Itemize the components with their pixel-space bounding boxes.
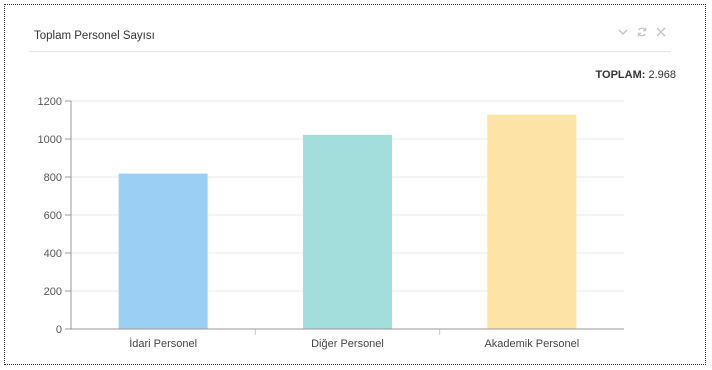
y-tick-label: 200 <box>44 286 62 298</box>
bars <box>118 114 577 330</box>
panel-title: Toplam Personel Sayısı <box>34 30 155 42</box>
x-tick-label: Diğer Personel <box>311 338 384 350</box>
y-tick-label: 0 <box>56 324 62 336</box>
bar[interactable] <box>118 173 208 329</box>
x-tick-label: İdari Personel <box>129 337 197 350</box>
bar[interactable] <box>303 134 392 329</box>
total-summary: TOPLAM: 2.968 <box>596 69 677 81</box>
y-tick-label: 600 <box>44 210 62 222</box>
tick-labels: 0 200 400 600 800 1000 1200 İdari Personel Diğer… <box>38 96 580 350</box>
y-tick-label: 400 <box>44 248 62 260</box>
panel-header: Toplam Personel Sayısı <box>29 24 671 52</box>
panel-tools <box>617 24 667 40</box>
refresh-icon[interactable] <box>636 26 648 38</box>
y-tick-label: 1000 <box>38 134 62 146</box>
total-label: TOPLAM: <box>595 69 646 81</box>
x-tick-label: Akademik Personel <box>484 338 579 350</box>
bar[interactable] <box>487 114 577 330</box>
close-icon[interactable] <box>655 26 667 38</box>
total-value: 2.968 <box>648 69 676 81</box>
y-tick-label: 1200 <box>38 96 62 108</box>
y-tick-label: 800 <box>44 172 62 184</box>
axes <box>65 100 624 335</box>
chevron-down-icon[interactable] <box>617 26 629 38</box>
